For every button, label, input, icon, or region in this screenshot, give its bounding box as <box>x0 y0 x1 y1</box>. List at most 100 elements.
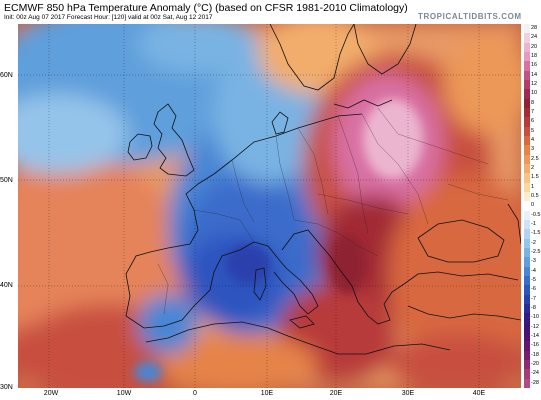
color-scale-entry: 0.5 <box>524 192 541 202</box>
color-scale-entry: -1 <box>524 220 541 230</box>
color-scale-swatch <box>524 70 530 80</box>
color-scale-label: 0.5 <box>531 193 539 199</box>
color-scale-entry: -5 <box>524 276 541 286</box>
color-scale-label: 18 <box>531 53 538 59</box>
color-scale-entry: 18 <box>524 52 541 62</box>
color-scale-swatch <box>524 341 530 351</box>
color-scale-swatch <box>524 126 530 136</box>
lat-label-50n: 50N <box>0 177 13 184</box>
color-scale-swatch <box>524 350 530 360</box>
color-scale-entry: -6 <box>524 285 541 295</box>
color-scale-entry: 28 <box>524 24 541 34</box>
color-scale-entry: 4 <box>524 136 541 146</box>
color-scale-label: -28 <box>531 379 539 386</box>
color-scale-swatch <box>524 192 530 202</box>
color-scale-entry: -18 <box>524 350 541 360</box>
color-scale-entry: -8 <box>524 304 541 314</box>
color-scale-label: 20 <box>531 43 538 50</box>
lat-label-40n: 40N <box>0 282 13 289</box>
color-scale-swatch <box>524 98 530 108</box>
color-scale-entry: 14 <box>524 70 541 80</box>
color-scale-swatch <box>524 229 530 239</box>
color-scale-label: 2.5 <box>531 155 539 162</box>
color-scale-swatch <box>524 369 530 379</box>
color-scale-swatch <box>524 313 530 323</box>
forecast-info: Init: 00z Aug 07 2017 Forecast Hour: [12… <box>4 14 213 21</box>
color-scale-entry: -20 <box>524 360 541 370</box>
header: ECMWF 850 hPa Temperature Anomaly (°C) (… <box>0 0 541 24</box>
color-scale-entry: -4 <box>524 266 541 276</box>
coastlines <box>125 24 521 355</box>
brand-watermark: TROPICALTIDBITS.COM <box>418 12 522 21</box>
color-scale-swatch <box>524 248 530 258</box>
color-scale-entry: -16 <box>524 341 541 351</box>
color-scale-swatch <box>524 201 530 211</box>
color-scale-entry: 8 <box>524 98 541 108</box>
color-scale-swatch <box>524 238 530 248</box>
color-scale-swatch <box>524 52 530 62</box>
color-scale-label: -7 <box>531 295 536 302</box>
color-scale-swatch <box>524 285 530 295</box>
lon-label-10e: 10E <box>260 390 274 397</box>
color-scale-label: -2 <box>531 239 536 246</box>
color-scale-label: 8 <box>531 99 535 106</box>
color-scale-label: 16 <box>531 62 538 69</box>
color-scale-label: 24 <box>531 34 538 41</box>
map-canvas <box>18 24 521 388</box>
color-scale-entry: 2 <box>524 164 541 174</box>
color-scale-label: -6 <box>531 286 536 293</box>
color-scale-label: -24 <box>531 370 539 377</box>
color-scale-swatch <box>524 108 530 118</box>
color-scale-label: -8 <box>531 305 536 311</box>
color-scale-swatch <box>524 257 530 267</box>
color-scale-entry: -28 <box>524 378 541 388</box>
color-scale-entry: 0 <box>524 201 541 211</box>
color-scale-swatch <box>524 173 530 183</box>
color-scale-label: -20 <box>531 361 539 367</box>
color-scale-swatch <box>524 154 530 164</box>
color-scale-entry: 7 <box>524 108 541 118</box>
color-scale-label: 2 <box>531 165 535 171</box>
lon-label-20e: 20E <box>329 390 343 397</box>
color-scale-swatch <box>524 164 530 174</box>
color-scale-swatch <box>524 378 530 388</box>
color-scale-entry: 3 <box>524 145 541 155</box>
color-scale-label: -18 <box>531 351 539 358</box>
color-scale-swatch <box>524 220 530 230</box>
graticule <box>18 24 521 388</box>
color-scale-label: -1.5 <box>531 230 541 237</box>
color-scale-label: 3 <box>531 146 535 153</box>
lon-label-30e: 30E <box>401 390 415 397</box>
lon-label-40e: 40E <box>472 390 486 397</box>
color-scale-entry: 1.5 <box>524 173 541 183</box>
color-scale-swatch <box>524 304 530 314</box>
lon-label-0: 0 <box>193 390 197 397</box>
color-scale-entry: -10 <box>524 313 541 323</box>
color-scale-label: 14 <box>531 71 538 78</box>
color-scale-label: -14 <box>531 333 539 339</box>
color-scale-swatch <box>524 89 530 99</box>
color-scale-swatch <box>524 80 530 90</box>
color-scale-entry: 2.5 <box>524 154 541 164</box>
color-scale-swatch <box>524 42 530 52</box>
color-scale-label: 5 <box>531 127 535 134</box>
color-scale-label: -16 <box>531 342 539 349</box>
color-scale-label: -1 <box>531 221 536 227</box>
lon-label-10w: 10W <box>116 390 132 397</box>
color-scale-swatch <box>524 322 530 332</box>
map-title: ECMWF 850 hPa Temperature Anomaly (°C) (… <box>4 2 408 14</box>
color-scale-label: 6 <box>531 118 535 125</box>
color-scale-swatch <box>524 294 530 304</box>
color-scale-label: -3 <box>531 258 536 265</box>
color-scale-label: -5 <box>531 277 536 283</box>
color-scale-entry: -3 <box>524 257 541 267</box>
anomaly-map <box>18 24 521 388</box>
borders <box>157 107 509 315</box>
color-scale-swatch <box>524 360 530 370</box>
lat-label-30n: 30N <box>0 384 13 391</box>
color-scale-label: 0 <box>531 202 535 209</box>
color-scale: 28 24 20 18 16 14 12 10 8 7 6 5 4 3 2.5 2 1.5 1 0.5 0 -0.5 -1… <box>524 24 541 388</box>
color-scale-entry: 5 <box>524 126 541 136</box>
color-scale-label: 10 <box>531 90 538 97</box>
color-scale-swatch <box>524 145 530 155</box>
